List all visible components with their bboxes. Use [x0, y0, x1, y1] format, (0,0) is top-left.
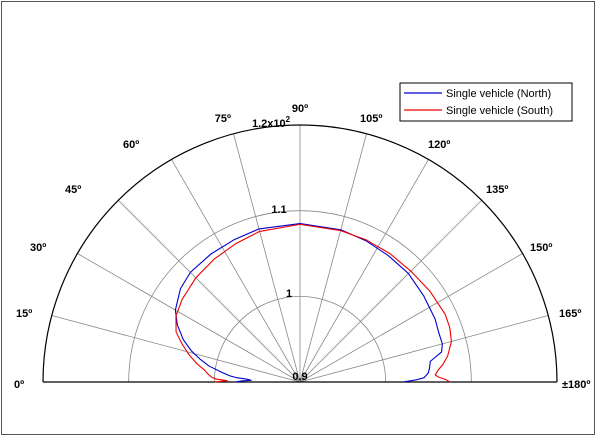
angle-label-45: 45º [65, 184, 81, 196]
spoke-45 [117, 199, 301, 383]
angle-label-165: 165º [559, 308, 581, 320]
spoke-105 [299, 133, 367, 383]
series-line-1 [175, 223, 452, 383]
spoke-150 [299, 253, 523, 383]
grid-layer [42, 124, 558, 383]
spoke-165 [299, 315, 549, 383]
label-layer: 0.9 1 1.1 1.2x102 0º 15º 30º 45º 60º 75º… [14, 103, 590, 391]
spoke-60 [171, 159, 301, 383]
legend-label-north: Single vehicle (North) [446, 88, 551, 100]
angle-label-15: 15º [16, 308, 32, 320]
spoke-120 [299, 159, 429, 383]
angle-label-30: 30º [30, 242, 46, 254]
angle-label-135: 135º [486, 184, 508, 196]
legend-label-south: Single vehicle (South) [446, 105, 553, 117]
angle-label-120: 120º [428, 139, 450, 151]
legend: Single vehicle (North) Single vehicle (S… [399, 82, 573, 122]
angle-label-0: 0º [14, 379, 24, 391]
spoke-15 [51, 315, 301, 383]
angle-label-75: 75º [215, 113, 231, 125]
ring-1.2 [42, 124, 558, 383]
angle-label-150: 150º [530, 242, 552, 254]
legend-box [399, 82, 573, 122]
ring-label-1.1: 1.1 [271, 204, 286, 216]
series-layer [174, 222, 452, 383]
spoke-30 [77, 253, 301, 383]
angle-label-60: 60º [123, 139, 139, 151]
ring-1 [213, 296, 387, 383]
spoke-135 [299, 199, 483, 383]
ring-label-1.2: 1.2x102 [252, 115, 291, 130]
angle-label-105: 105º [360, 113, 382, 125]
ring-label-0.9: 0.9 [292, 371, 307, 383]
angle-label-90: 90º [292, 103, 308, 115]
angle-label-180: ±180º [562, 379, 590, 391]
series-line-0 [174, 222, 443, 383]
ring-1.1 [128, 210, 472, 383]
spoke-75 [233, 133, 301, 383]
ring-label-1: 1 [286, 288, 292, 300]
